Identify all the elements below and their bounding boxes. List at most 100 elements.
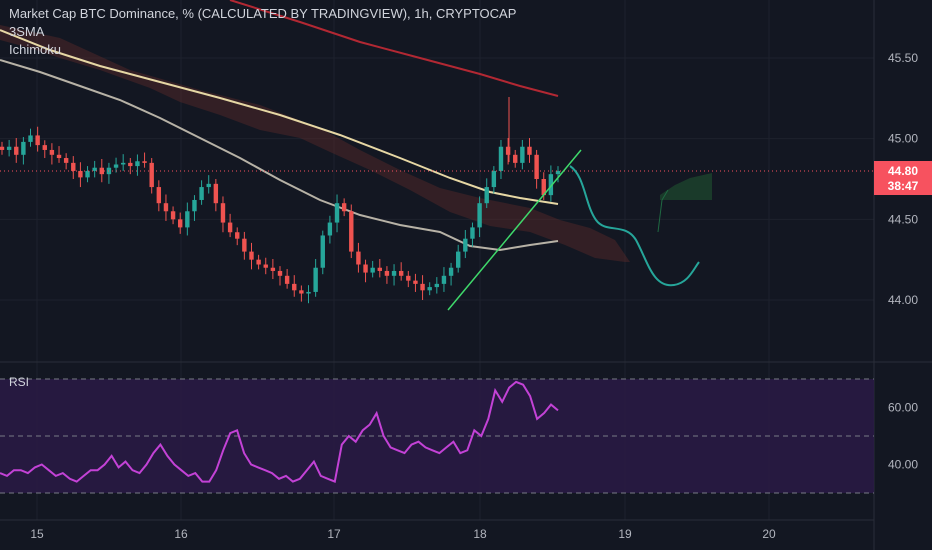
candle-body [235,232,240,239]
candle-body [142,161,147,163]
candle-body [249,251,254,260]
candle-body [256,259,261,265]
candle-body [484,187,489,204]
candle-body [434,283,440,288]
rsi-bands [0,378,874,494]
legend-indicator-ichimoku[interactable]: Ichimoku [9,42,62,57]
candlestick-series [0,97,561,304]
candle-body [206,183,211,188]
candle-body [349,211,354,252]
candle-body [555,170,561,175]
legend-indicator-3sma[interactable]: 3SMA [9,24,45,39]
rsi-label: RSI [9,375,29,389]
candle-body [377,267,382,271]
candle-body [427,287,432,291]
sma-mid-line [0,29,559,205]
candle-body [398,270,404,276]
time-label: 19 [618,527,632,541]
candle-body [306,291,311,294]
horizontal-gridlines [0,57,874,301]
candle-body [99,167,104,175]
ichimoku-span-future [657,189,669,233]
candle-body [341,203,347,212]
candle-body [199,187,204,200]
candle-body [513,154,518,163]
candle-body [85,170,90,178]
projection-path[interactable] [569,165,700,287]
last-price-value: 44.80 [888,164,918,178]
candle-body [21,141,26,155]
candle-body [520,146,525,163]
candle-body [135,161,140,167]
sma-fast-line [0,59,559,252]
candle-body [192,199,197,212]
candle-body [113,164,119,168]
price-label: 45.00 [888,132,918,146]
candle-body [448,267,454,276]
candle-body [370,267,375,273]
candle-body [456,251,461,268]
candle-body [406,275,411,281]
rsi-line [0,380,559,483]
candle-body [35,135,40,146]
candle-body [220,203,226,223]
candle-body [178,219,183,228]
candle-body [156,187,162,204]
rsi-scale-label: 40.00 [888,458,918,472]
candle-body [334,203,340,223]
candle-body [92,167,97,171]
candle-body [49,149,55,155]
price-scale[interactable]: 45.50 45.00 44.50 44.00 [888,51,918,307]
candle-body [527,146,532,155]
candle-body [320,235,325,268]
time-label: 15 [30,527,44,541]
trendline[interactable] [447,149,582,311]
candle-body [71,162,76,171]
candle-body [6,146,12,150]
candle-body [277,270,283,276]
candle-body [441,275,447,284]
time-label: 20 [762,527,776,541]
legend-title: Market Cap BTC Dominance, % (CALCULATED … [9,6,517,21]
candle-body [120,162,126,165]
candle-body [149,162,154,188]
candle-body [384,270,390,276]
candle-body [420,283,425,291]
time-axis[interactable]: 15 16 17 18 19 20 [30,527,776,541]
candle-body [292,283,297,291]
rsi-scale: 60.00 40.00 [888,401,918,472]
time-label: 16 [174,527,188,541]
candle-body [163,203,169,212]
candle-body [14,146,19,155]
candle-body [185,211,190,228]
candle-body [242,238,247,252]
sma-slow-line [229,0,559,97]
candle-body [505,146,511,155]
candle-body [548,174,554,196]
candle-body [541,179,546,196]
candle-body [491,170,497,188]
last-price-badge [874,161,932,195]
candle-body [534,154,539,179]
price-label: 45.50 [888,51,918,65]
candle-body [313,267,318,292]
candle-body [63,158,69,163]
candle-body [128,162,133,167]
ichimoku-cloud-future [660,173,712,200]
candle-body [270,267,276,271]
candle-body [227,222,233,233]
candle-body [356,251,361,265]
candle-body [299,290,304,294]
candle-body [78,170,83,178]
candle-body [284,275,290,284]
candle-body [263,264,268,268]
price-label: 44.50 [888,212,918,226]
candle-body [42,145,47,150]
chart-legend: Market Cap BTC Dominance, % (CALCULATED … [9,5,516,59]
time-label: 17 [327,527,341,541]
candle-body [413,280,418,284]
candle-body [391,270,397,276]
candle-body [0,146,5,150]
ichimoku-cloud [0,25,630,262]
